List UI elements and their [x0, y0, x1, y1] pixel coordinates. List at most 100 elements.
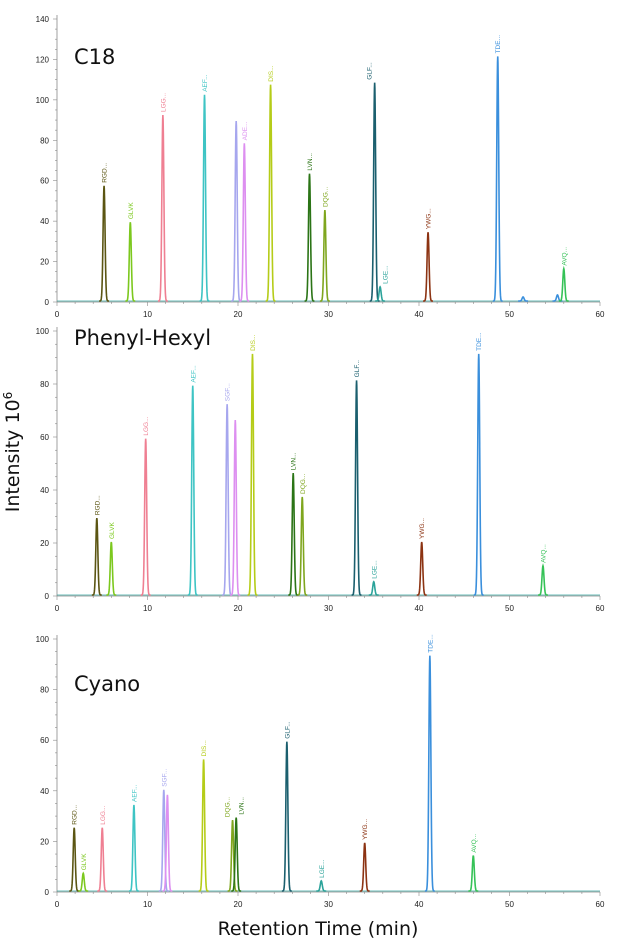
peak-label: LGG... — [100, 805, 107, 824]
peak-label: GLF... — [284, 721, 291, 739]
peak-label: YWG... — [426, 208, 433, 229]
y-tick-label: 100 — [36, 327, 50, 336]
peak-label: DIS... — [268, 65, 275, 81]
panel-c18: 0 20 40 60 80 100 120 140 0 10 20 30 40 50 60 C18 RGD...… — [36, 15, 605, 319]
peak-rgd — [99, 185, 110, 302]
peak-label: GLVK — [109, 521, 116, 539]
y-tick-label: 60 — [40, 433, 49, 442]
peak-label: LVN... — [291, 452, 298, 470]
peak-tde — [424, 655, 435, 892]
peak-label: LGE... — [371, 560, 378, 579]
x-tick-label: 30 — [324, 900, 333, 909]
x-tick-label: 10 — [143, 900, 152, 909]
x-tick-label: 40 — [415, 900, 424, 909]
y-tick-label: 60 — [40, 177, 49, 186]
peak-dqg — [297, 496, 308, 596]
panel-title: Cyano — [74, 672, 140, 696]
peak-lgg — [140, 438, 151, 596]
y-tick-label: 60 — [40, 736, 49, 745]
y-tick-label: 120 — [36, 55, 50, 64]
peak-tde — [473, 353, 484, 596]
peak-lvn — [304, 173, 315, 302]
y-tick-label: 0 — [45, 888, 50, 897]
peak-label: YWG... — [419, 518, 426, 539]
peak-sgf — [231, 121, 242, 302]
panel-cyano: 0 20 40 60 80 100 0 10 20 30 40 50 60 Cyano RGD... GLVK… — [36, 634, 605, 909]
y-tick-label: 0 — [45, 592, 50, 601]
peak-lvn — [288, 473, 299, 596]
peak-dqg — [319, 209, 330, 302]
y-tick-label: 0 — [45, 298, 50, 307]
peak-label: DQG... — [322, 187, 329, 207]
x-axis-title: Retention Time (min) — [218, 918, 419, 940]
peak-label: RGD... — [94, 495, 101, 515]
peak-aef — [187, 385, 198, 596]
peak-label: AVQ... — [561, 247, 568, 266]
peak-sgf — [158, 789, 169, 892]
x-tick-label: 0 — [55, 900, 60, 909]
peak-label: GLVK — [128, 202, 135, 220]
peak-sgf — [222, 404, 233, 596]
peak-label: AVQ... — [540, 544, 547, 563]
peak-glf — [281, 741, 292, 892]
peak-lgg — [157, 114, 168, 302]
peak-label: RGD... — [72, 805, 79, 825]
y-tick-label: 80 — [40, 136, 49, 145]
peak-ywg — [416, 541, 427, 596]
peak-label: SGF... — [225, 383, 232, 401]
panel-title: C18 — [74, 45, 115, 69]
peak-label: GLVK — [81, 853, 88, 871]
peak-lge — [368, 580, 379, 596]
x-tick-label: 20 — [234, 900, 243, 909]
peak-label: ADE... — [242, 121, 249, 140]
x-tick-label: 50 — [505, 900, 514, 909]
peak-lge — [316, 879, 327, 892]
y-tick-label: 20 — [40, 837, 49, 846]
y-tick-label: 40 — [40, 486, 49, 495]
peak-aef — [199, 94, 210, 302]
peak-tde — [518, 296, 529, 302]
peak-label: LGG... — [143, 416, 150, 435]
peak-ade — [239, 143, 250, 302]
x-tick-label: 50 — [505, 310, 514, 319]
peak-lge — [375, 285, 386, 302]
peak-avq — [468, 855, 479, 892]
peak-glvk — [106, 541, 117, 596]
x-tick-label: 60 — [596, 604, 605, 613]
peak-glf — [351, 380, 362, 596]
x-tick-label: 60 — [596, 900, 605, 909]
y-axis-title: Intensity 106 — [1, 392, 24, 513]
y-tick-label: 80 — [40, 686, 49, 695]
peak-label: LGE... — [319, 859, 326, 878]
peak-glvk — [125, 222, 136, 302]
peak-label: TDE... — [495, 35, 502, 54]
y-tick-label: 20 — [40, 258, 49, 267]
peak-dis — [247, 353, 258, 596]
y-tick-label: 100 — [36, 635, 50, 644]
peak-dqg — [227, 820, 238, 892]
peak-ywg — [359, 842, 370, 892]
x-tick-label: 30 — [324, 310, 333, 319]
peak-avq — [538, 563, 548, 596]
peak-label: GLF... — [354, 360, 361, 378]
x-tick-label: 40 — [415, 310, 424, 319]
x-tick-label: 20 — [234, 604, 243, 613]
peak-label: LVN... — [307, 153, 314, 171]
peak-label: RGD... — [102, 163, 109, 183]
panel-phenyl-hexyl: 0 20 40 60 80 100 0 10 20 30 40 50 60 Phenyl-Hexyl RGD… — [36, 326, 605, 613]
peak-dis — [198, 759, 209, 892]
x-tick-label: 0 — [55, 310, 60, 319]
peak-label: LGE... — [383, 265, 390, 284]
peak-label: TDE... — [427, 634, 434, 653]
peak-label: DIS... — [250, 334, 257, 350]
panel-title: Phenyl-Hexyl — [74, 326, 211, 350]
peak-tde — [492, 56, 503, 302]
y-tick-label: 40 — [40, 787, 49, 796]
peak-ade — [230, 420, 241, 596]
peak-label: YWG... — [362, 819, 369, 840]
peak-label: AEF... — [190, 365, 197, 383]
peak-label: AVQ... — [471, 834, 478, 853]
peak-aef — [128, 804, 139, 892]
x-tick-label: 0 — [55, 604, 60, 613]
